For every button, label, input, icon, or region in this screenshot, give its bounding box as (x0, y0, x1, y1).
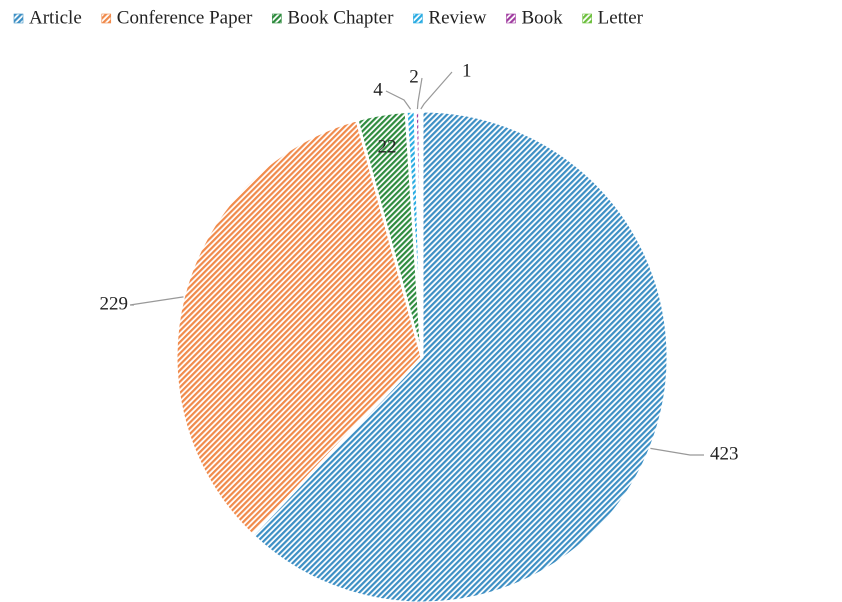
legend-marker (272, 13, 282, 24)
data-label: 22 (378, 137, 397, 158)
legend-label: Book (521, 7, 563, 28)
data-label: 2 (409, 66, 419, 87)
leader-line (650, 447, 704, 456)
pie-slice (250, 109, 670, 602)
data-label: 4 (373, 79, 383, 100)
legend-marker (413, 13, 423, 24)
leader-line (416, 77, 423, 110)
legend-label: Conference Paper (117, 7, 253, 28)
data-label: 1 (462, 60, 472, 81)
leader-line (385, 90, 412, 110)
data-label: 229 (100, 293, 129, 314)
legend-label: Review (428, 7, 486, 28)
pie-slice (418, 109, 424, 358)
legend-label: Article (29, 7, 82, 28)
legend-marker (13, 13, 24, 24)
legend-marker (506, 13, 516, 24)
leader-line (420, 71, 453, 110)
legend-label: Book Chapter (287, 7, 394, 28)
leader-line (129, 296, 184, 306)
data-label: 423 (710, 443, 739, 464)
legend-marker (101, 13, 112, 24)
legend-marker (582, 13, 592, 24)
legend-label: Letter (598, 7, 644, 28)
